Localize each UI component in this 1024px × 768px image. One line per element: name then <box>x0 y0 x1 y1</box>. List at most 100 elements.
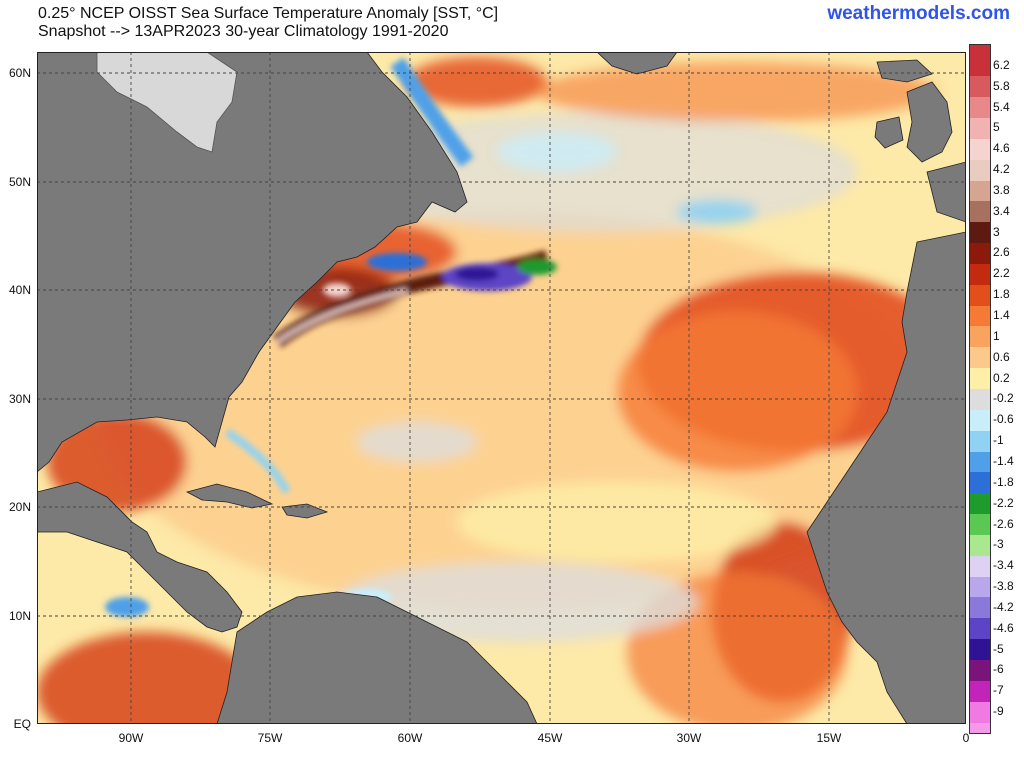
colorbar-segment <box>970 326 990 348</box>
map-canvas <box>37 52 966 724</box>
colorbar-tick-label: -6 <box>993 662 1004 677</box>
colorbar-tick-label: -3.8 <box>993 579 1014 594</box>
colorbar-tick-label: 2.6 <box>993 245 1010 260</box>
colorbar-segment <box>970 368 990 390</box>
lat-label-20n: 20N <box>8 500 31 514</box>
colorbar-tick-label: -2.6 <box>993 516 1014 531</box>
lon-label-75w: 75W <box>257 731 283 745</box>
land-masses <box>37 52 966 724</box>
colorbar-tick-label: 1 <box>993 328 1000 343</box>
europe <box>926 161 966 223</box>
colorbar-tick-label: 0.6 <box>993 349 1010 364</box>
colorbar-segment <box>970 305 990 327</box>
colorbar-tick-label: -1 <box>993 433 1004 448</box>
colorbar-tick-label: 3.4 <box>993 203 1010 218</box>
colorbar-segment <box>970 180 990 202</box>
map-frame <box>37 52 966 724</box>
lat-label-eq: EQ <box>13 717 31 731</box>
colorbar-tick-label: 2.2 <box>993 266 1010 281</box>
lon-label-0: 0 <box>962 731 970 745</box>
colorbar-tick-label: -4.6 <box>993 620 1014 635</box>
colorbar-tick-label: -3 <box>993 537 1004 552</box>
colorbar-tick-label: 1.8 <box>993 287 1010 302</box>
colorbar-segment <box>970 680 990 703</box>
africa <box>806 231 966 724</box>
colorbar-tick-label: -0.6 <box>993 412 1014 427</box>
sst-anomaly-map[interactable] <box>37 52 966 724</box>
colorbar-segment <box>970 76 990 98</box>
colorbar-tick-label: -0.2 <box>993 391 1014 406</box>
lon-label-30w: 30W <box>676 731 702 745</box>
colorbar-tick-label: 4.2 <box>993 162 1010 177</box>
colorbar-tick-label: -1.4 <box>993 453 1014 468</box>
cuba <box>185 483 274 509</box>
lat-label-50n: 50N <box>8 175 31 189</box>
lon-label-60w: 60W <box>397 731 423 745</box>
lat-label-30n: 30N <box>8 392 31 406</box>
colorbar-segment <box>970 430 990 453</box>
colorbar-tick-label: -2.2 <box>993 495 1014 510</box>
colorbar-tick-label: -7 <box>993 683 1004 698</box>
colorbar-segment <box>970 55 990 77</box>
colorbar-tick-label: -3.4 <box>993 558 1014 573</box>
colorbar-segment <box>970 597 990 619</box>
colorbar-segment <box>970 284 990 307</box>
colorbar-segment <box>970 243 990 265</box>
colorbar-tick-label: -1.8 <box>993 474 1014 489</box>
colorbar-segment <box>970 117 990 140</box>
colorbar-segment <box>970 97 990 119</box>
great-britain <box>906 81 953 163</box>
lon-label-15w: 15W <box>816 731 842 745</box>
iceland <box>876 59 933 83</box>
colorbar-segment <box>970 263 990 286</box>
colorbar-segment <box>970 138 990 161</box>
colorbar-tick-label: 1.4 <box>993 308 1010 323</box>
colorbar-tick-label: -4.2 <box>993 599 1014 614</box>
greenland <box>596 52 678 75</box>
hudson-bay-ice <box>96 52 238 153</box>
colorbar-tick-label: 5.8 <box>993 78 1010 93</box>
colorbar <box>969 44 991 734</box>
map-subtitle: Snapshot --> 13APR2023 30-year Climatolo… <box>38 23 449 40</box>
colorbar-segment <box>970 347 990 369</box>
colorbar-tick-label: 6.2 <box>993 57 1010 72</box>
colorbar-segment <box>970 451 990 473</box>
colorbar-segment <box>970 159 990 181</box>
north-america <box>37 52 468 473</box>
colorbar-segment <box>970 389 990 411</box>
map-title: 0.25° NCEP OISST Sea Surface Temperature… <box>38 5 499 22</box>
lon-label-90w: 90W <box>118 731 144 745</box>
map-grid <box>37 52 966 724</box>
colorbar-tick-label: 3 <box>993 224 1000 239</box>
colorbar-tick-label: 5 <box>993 120 1000 135</box>
colorbar-segment <box>970 534 990 557</box>
central-america <box>37 481 243 633</box>
south-america <box>216 591 538 724</box>
colorbar-segment <box>970 222 990 244</box>
colorbar-segment <box>970 660 990 682</box>
hispaniola <box>281 503 329 519</box>
colorbar-tick-label: -5 <box>993 641 1004 656</box>
colorbar-segment <box>970 514 990 536</box>
colorbar-tick-label: 5.4 <box>993 99 1010 114</box>
colorbar-segment <box>970 639 990 661</box>
lon-label-45w: 45W <box>537 731 563 745</box>
colorbar-tick-label: 0.2 <box>993 370 1010 385</box>
colorbar-segment <box>970 555 990 578</box>
colorbar-segment <box>970 493 990 515</box>
brand-logo-text[interactable]: weathermodels.com <box>827 3 1010 24</box>
colorbar-segment <box>970 201 990 223</box>
colorbar-segment <box>970 472 990 494</box>
colorbar-segment <box>970 409 990 432</box>
colorbar-tick-label: -9 <box>993 704 1004 719</box>
colorbar-segment <box>970 576 990 598</box>
colorbar-top-cap <box>970 45 990 56</box>
colorbar-bottom-cap <box>970 722 990 733</box>
lat-label-10n: 10N <box>8 609 31 623</box>
colorbar-tick-label: 4.6 <box>993 141 1010 156</box>
colorbar-tick-label: 3.8 <box>993 182 1010 197</box>
lat-label-40n: 40N <box>8 283 31 297</box>
lat-label-60n: 60N <box>8 66 31 80</box>
colorbar-segment <box>970 701 990 724</box>
colorbar-segment <box>970 618 990 640</box>
